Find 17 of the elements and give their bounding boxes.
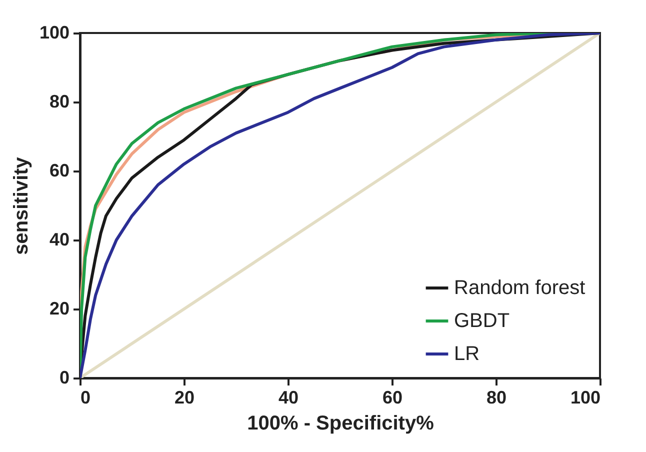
y-tick-label: 60	[49, 160, 70, 180]
y-tick-label: 20	[49, 298, 70, 318]
x-tick-label: 100	[570, 388, 600, 408]
legend-label: LR	[454, 343, 480, 365]
x-tick-label: 60	[382, 388, 403, 408]
y-tick-label: 100	[39, 22, 70, 42]
x-tick-label: 20	[174, 388, 195, 408]
y-tick-label: 40	[49, 230, 70, 250]
legend-label: GBDT	[454, 310, 510, 332]
y-tick-label: 80	[49, 92, 70, 112]
x-tick-label: 0	[80, 388, 91, 408]
legend-label: Random forest	[454, 277, 586, 299]
y-axis-title: sensitivity	[10, 156, 32, 255]
x-tick-label: 80	[486, 388, 507, 408]
x-tick-label: 40	[278, 388, 299, 408]
x-axis-title: 100% - Specificity%	[247, 412, 434, 434]
y-tick-label: 0	[59, 368, 70, 388]
